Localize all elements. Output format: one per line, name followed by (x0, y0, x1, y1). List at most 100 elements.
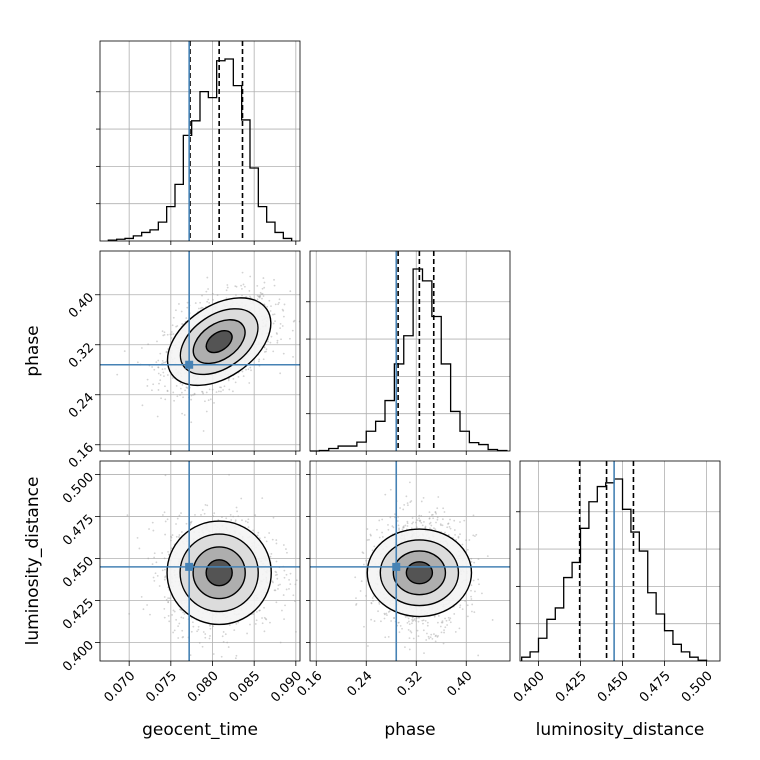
scatter-point (397, 524, 400, 527)
scatter-point (261, 287, 264, 290)
scatter-point (225, 289, 228, 292)
scatter-point (247, 526, 250, 529)
scatter-point (428, 517, 431, 520)
scatter-point (201, 509, 204, 511)
scatter-point (186, 306, 189, 309)
scatter-point (157, 389, 160, 391)
scatter-point (426, 624, 429, 627)
scatter-point (441, 621, 444, 624)
scatter-point (468, 539, 471, 541)
scatter-point (172, 631, 175, 634)
scatter-point (166, 374, 169, 376)
scatter-point (269, 621, 271, 624)
marks-layer (100, 41, 708, 661)
scatter-point (283, 303, 286, 306)
scatter-point (405, 495, 408, 498)
scatter-point (371, 549, 374, 552)
scatter-point (449, 518, 451, 521)
scatter-point (197, 625, 200, 628)
scatter-point (153, 368, 156, 371)
scatter-point (170, 337, 173, 339)
scatter-point (265, 540, 268, 543)
y-tick-label-luminosity-distance: 0.500 (60, 470, 97, 507)
scatter-point (234, 285, 237, 288)
scatter-point (181, 629, 184, 632)
scatter-point (447, 533, 450, 536)
scatter-point (152, 529, 155, 532)
scatter-point (176, 517, 179, 520)
scatter-point (265, 350, 267, 353)
scatter-point (163, 375, 165, 378)
scatter-point (288, 587, 290, 590)
scatter-point (470, 595, 472, 598)
scatter-point (167, 550, 169, 553)
scatter-point (458, 627, 461, 630)
scatter-point (227, 379, 230, 382)
contour-0.5-sigma (405, 561, 434, 585)
scatter-point (171, 534, 174, 536)
scatter-point (360, 580, 363, 583)
scatter-point (383, 612, 386, 615)
scatter-point (208, 302, 211, 304)
scatter-point (282, 309, 285, 312)
scatter-point (437, 634, 439, 637)
scatter-point (164, 398, 167, 401)
scatter-point (218, 390, 220, 393)
scatter-point (270, 335, 273, 338)
scatter-point (204, 636, 207, 639)
scatter-point (411, 616, 414, 619)
scatter-point (185, 317, 188, 319)
scatter-point (237, 375, 240, 378)
scatter-point (403, 503, 406, 506)
contour-2-sigma (166, 520, 272, 626)
y-tick-label-luminosity-distance: 0.475 (60, 512, 97, 549)
scatter-point (387, 635, 390, 638)
scatter-point (149, 613, 151, 616)
scatter-point (209, 398, 212, 401)
scatter-point (276, 333, 278, 335)
scatter-point (247, 518, 250, 521)
scatter-point (171, 614, 173, 616)
scatter-point (408, 623, 411, 626)
scatter-point (170, 535, 172, 538)
scatter-point (421, 619, 424, 622)
scatter-point (222, 640, 225, 643)
scatter-point (455, 538, 457, 541)
scatter-point (221, 635, 224, 638)
scatter-point (211, 292, 214, 295)
scatter-point (180, 531, 183, 533)
scatter-point (220, 390, 222, 393)
scatter-point (185, 386, 188, 389)
scatter-point (148, 528, 150, 530)
scatter-point (284, 604, 286, 607)
scatter-point (466, 604, 469, 607)
scatter-point (181, 323, 183, 325)
scatter-point (161, 552, 164, 554)
scatter-point (276, 577, 279, 580)
scatter-point (273, 284, 276, 287)
scatter-point (454, 534, 456, 536)
scatter-point (169, 333, 172, 336)
scatter-point (207, 298, 210, 301)
scatter-point (235, 294, 237, 296)
scatter-point (259, 291, 262, 294)
scatter-point (433, 615, 436, 618)
scatter-point (470, 560, 473, 563)
scatter-point (235, 285, 238, 288)
scatter-point (163, 331, 166, 334)
scatter-point (204, 400, 206, 403)
scatter-point (161, 330, 164, 333)
scatter-point (179, 394, 181, 396)
scatter-point (247, 368, 250, 371)
y-tick-label-luminosity-distance: 0.450 (60, 554, 97, 591)
scatter-point (245, 368, 247, 371)
truth-marker (185, 562, 194, 571)
scatter-point (425, 639, 428, 641)
scatter-point (170, 333, 173, 336)
scatter-point (163, 578, 166, 581)
scatter-point (368, 538, 370, 541)
scatter-point (279, 372, 282, 375)
scatter-point (355, 602, 358, 605)
scatter-point (441, 620, 444, 623)
scatter-point (477, 558, 480, 561)
